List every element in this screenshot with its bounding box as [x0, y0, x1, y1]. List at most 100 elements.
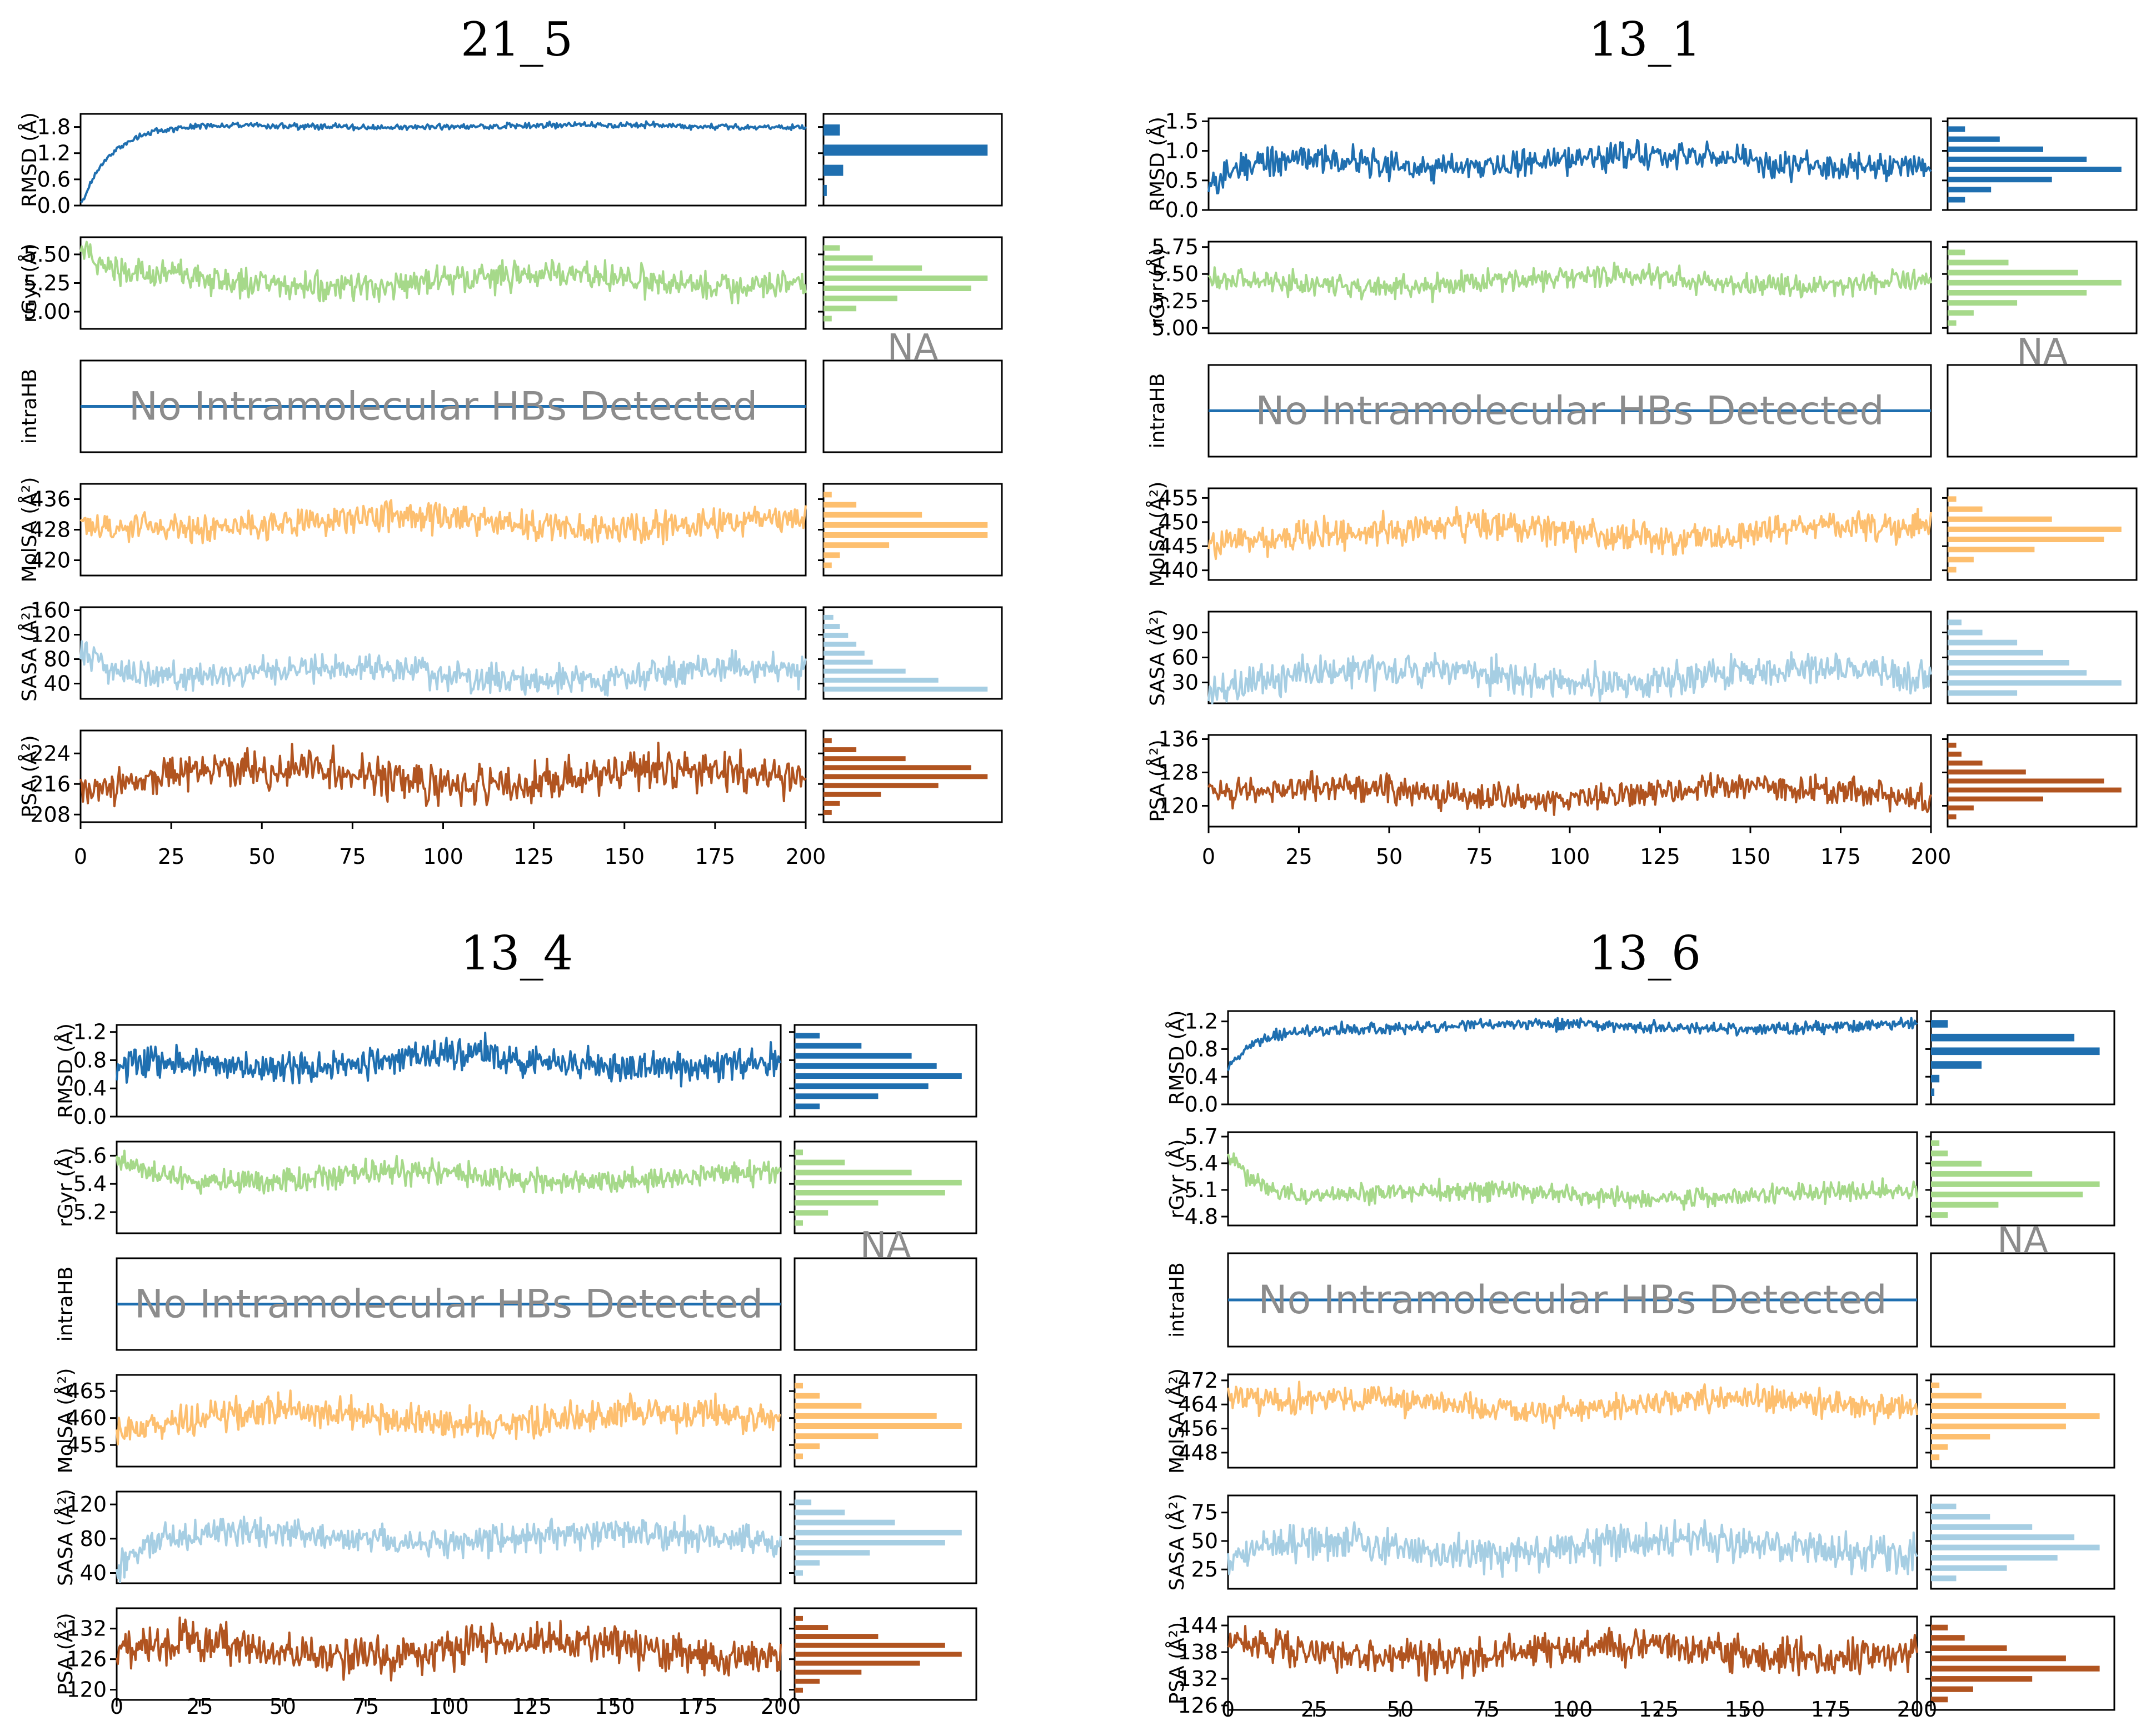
- histogram-bar: [824, 642, 857, 647]
- histogram-bar: [795, 1660, 920, 1666]
- histogram-bar: [824, 184, 827, 196]
- y-tick-label: 144: [1177, 1613, 1218, 1638]
- no-hb-message: No Intramolecular HBs Detected: [1258, 1277, 1887, 1323]
- histogram-bar: [795, 1678, 820, 1684]
- y-tick-label: 120: [66, 1492, 107, 1517]
- histogram-frame: [1930, 1131, 2115, 1227]
- y-axis-label: rGyr (Å): [1145, 248, 1169, 327]
- histogram-bar: [824, 677, 939, 683]
- histogram-frame: [822, 359, 1003, 453]
- x-tick-label: 150: [1730, 844, 1771, 869]
- histogram-bar: [795, 1159, 845, 1165]
- y-tick-label: 160: [30, 598, 71, 623]
- x-tick-label: 75: [339, 844, 366, 869]
- series-line-molsa: [116, 1389, 781, 1446]
- y-tick-label: 75: [1191, 1500, 1218, 1525]
- histogram-bar: [795, 1093, 879, 1099]
- histogram-frame: [793, 1257, 977, 1351]
- histogram-bar: [824, 659, 873, 665]
- histogram-frame: [1947, 364, 2138, 458]
- histogram-bar: [1931, 1403, 2066, 1409]
- histogram-bar: [1948, 496, 1957, 502]
- histogram-bar: [1931, 1514, 1990, 1520]
- histogram-bar: [795, 1083, 929, 1089]
- y-axis-label: rGyr (Å): [53, 1148, 77, 1227]
- histogram-bar: [795, 1499, 812, 1505]
- panel-intrahb: intraHB No Intramolecular HBs Detected NA: [1166, 1220, 2115, 1348]
- x-tick-label: 175: [695, 844, 736, 869]
- y-axis-label: PSA (Å²): [1165, 1622, 1189, 1704]
- x-tick-label: 200: [1911, 844, 1952, 869]
- series-line-rgyr: [79, 241, 807, 304]
- plot-frame: [1227, 1373, 1918, 1469]
- histogram-bar: [795, 1560, 820, 1566]
- y-axis-label: PSA (Å²): [17, 735, 41, 817]
- y-tick-label: 456: [1177, 1417, 1218, 1441]
- histogram-bar: [795, 1393, 820, 1399]
- y-tick-label: 1.8: [37, 115, 71, 139]
- series-line-molsa: [79, 499, 807, 546]
- histogram-bar: [795, 1220, 803, 1226]
- y-tick-label: 0.8: [73, 1048, 107, 1072]
- histogram-bar: [795, 1103, 820, 1109]
- series-line-rgyr: [116, 1149, 782, 1195]
- histogram-bar: [824, 286, 971, 291]
- histogram-bar: [1931, 1171, 2033, 1177]
- x-tick-label: 75: [1473, 1697, 1500, 1722]
- histogram-bar: [824, 747, 857, 752]
- histogram-bar: [1948, 805, 1974, 811]
- histogram-frame: [1930, 1010, 2115, 1105]
- panel-sasa: SASA (Å²) 25 50 75: [1165, 1494, 2115, 1590]
- y-tick-label: 120: [30, 623, 71, 647]
- histogram-bar: [1931, 1635, 1965, 1641]
- plot-frame: [1227, 1615, 1918, 1711]
- histogram-bar: [1948, 547, 2035, 553]
- x-tick-label: 175: [677, 1694, 718, 1719]
- y-tick-label: 132: [1177, 1667, 1218, 1691]
- x-tick-label: 175: [1811, 1697, 1851, 1722]
- histogram-bar: [1948, 742, 1957, 748]
- histogram-bar: [824, 552, 840, 558]
- histogram-frame: [1930, 1252, 2115, 1348]
- histogram-frame: [1930, 1615, 2115, 1711]
- x-tick-label: 0: [74, 844, 87, 869]
- histogram-bar: [1931, 1088, 1935, 1096]
- x-tick-label: 150: [1725, 1697, 1765, 1722]
- histogram-bar: [824, 792, 881, 797]
- histogram-bar: [1931, 1686, 1973, 1692]
- y-axis-label: SASA (Å²): [17, 604, 41, 702]
- y-axis-label: RMSD (Å): [53, 1023, 77, 1118]
- histogram-bar: [824, 296, 897, 302]
- na-label: NA: [860, 1225, 911, 1266]
- histogram-bar: [795, 1625, 829, 1630]
- histogram-bar: [1931, 1444, 1948, 1450]
- chart-title: 13_6: [1589, 926, 1701, 980]
- y-axis-label: MolSA (Å²): [1145, 482, 1169, 587]
- panel-rmsd: RMSD (Å)0.0 0.4 0.8 1.2: [53, 1020, 977, 1129]
- histogram-frame: [1947, 487, 2138, 581]
- histogram-bar: [1948, 526, 2122, 532]
- x-tick-label: 100: [1553, 1697, 1593, 1722]
- histogram-frame: [822, 113, 1003, 207]
- y-tick-label: 5.50: [23, 242, 71, 267]
- x-tick-label: 100: [1550, 844, 1590, 869]
- x-tick-label: 150: [604, 844, 645, 869]
- x-tick-label: 125: [512, 1694, 552, 1719]
- series-line-sasa: [79, 640, 807, 697]
- x-tick-label: 125: [513, 844, 554, 869]
- histogram-bar: [1948, 557, 1974, 563]
- histogram-bar: [795, 1688, 803, 1693]
- histogram-bar: [795, 1643, 945, 1648]
- histogram-bar: [1948, 279, 2122, 286]
- histogram-bar: [824, 275, 988, 281]
- histogram-bar: [824, 245, 840, 251]
- x-tick-label: 25: [1301, 1697, 1327, 1722]
- histogram-bar: [795, 1149, 803, 1155]
- y-tick-label: 90: [1172, 621, 1199, 645]
- histogram-bar: [1948, 290, 2087, 296]
- histogram-frame: [793, 1140, 977, 1234]
- y-tick-label: 126: [1177, 1693, 1218, 1718]
